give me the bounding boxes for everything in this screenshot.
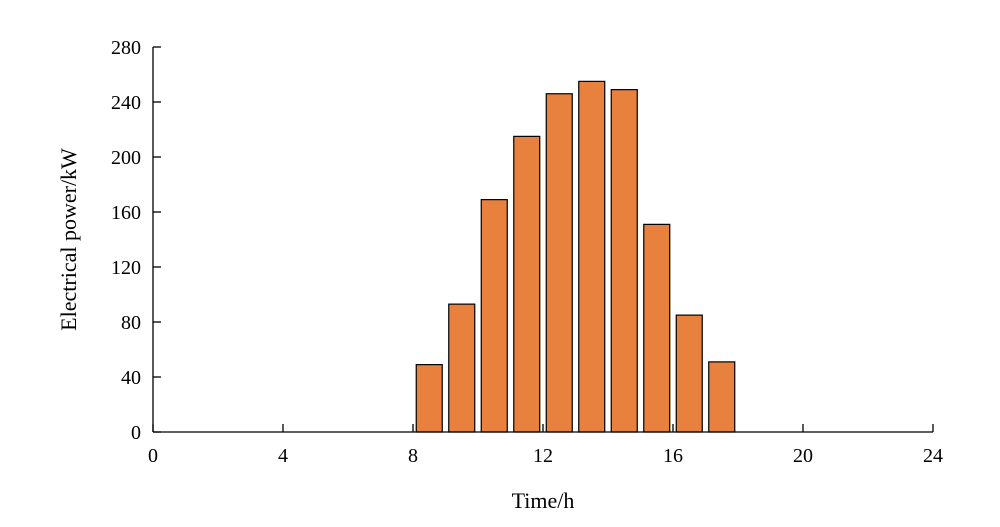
y-tick-label-160: 160 [111,202,141,224]
y-axis-title: Electrical power/kW [56,148,81,331]
y-tick-label-80: 80 [121,312,141,334]
x-tick-label-16: 16 [663,445,683,467]
y-tick-label-200: 200 [111,147,141,169]
bar-11 [480,199,508,433]
x-ticks-group: 0 4 8 12 16 20 24 [148,424,943,467]
x-tick-label-4: 4 [278,445,288,467]
bar-13 [545,93,573,433]
bar-17 [675,314,703,433]
y-ticks-group: 0 40 80 120 160 200 240 280 [111,37,161,444]
bars-group [415,80,736,433]
x-tick-label-12: 12 [533,445,553,467]
y-tick-label-280: 280 [111,37,141,59]
bar-16 [643,223,671,433]
y-tick-label-0: 0 [131,422,141,444]
y-tick-label-120: 120 [111,257,141,279]
bar-12 [513,135,541,433]
x-tick-label-0: 0 [148,445,158,467]
bar-9 [415,364,443,433]
y-tick-label-240: 240 [111,92,141,114]
bar-18 [708,361,736,433]
x-tick-label-20: 20 [793,445,813,467]
x-axis-title: Time/h [512,488,575,513]
bar-14 [578,80,606,433]
x-tick-label-8: 8 [408,445,418,467]
bar-15 [610,89,638,433]
y-tick-label-40: 40 [121,367,141,389]
x-tick-label-24: 24 [923,445,943,467]
bar-10 [448,303,476,433]
